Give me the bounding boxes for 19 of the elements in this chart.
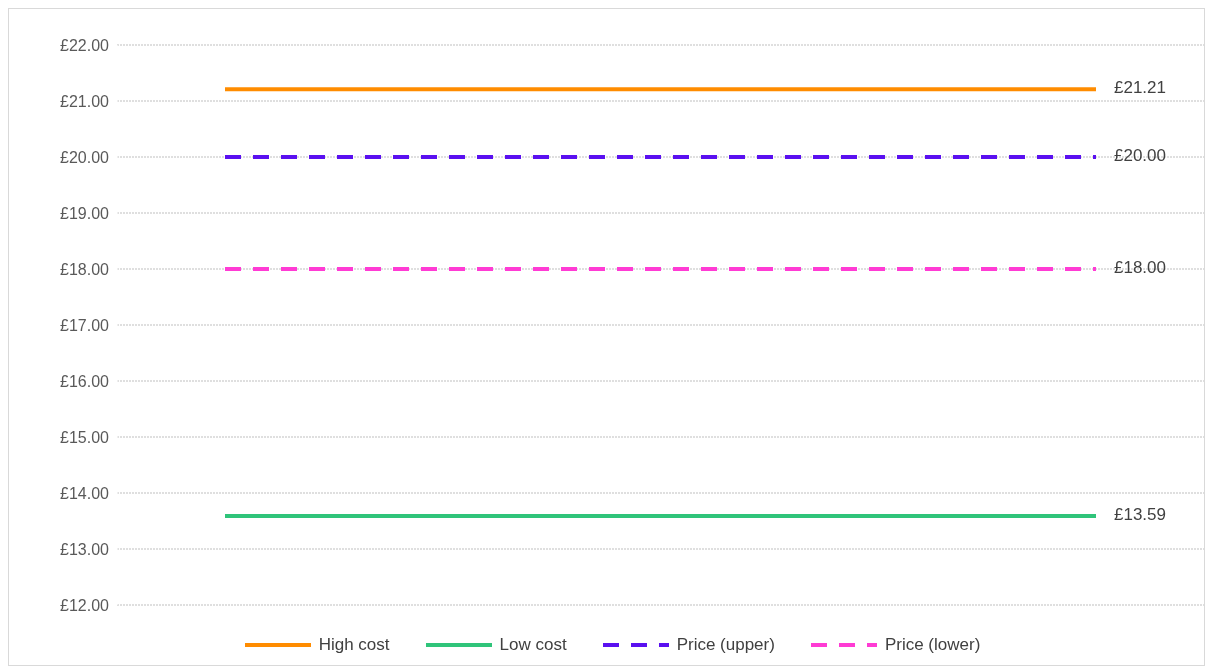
- y-tick-label: £18.00: [60, 260, 110, 278]
- data-label: £18.00: [1114, 258, 1166, 277]
- legend-label: High cost: [318, 635, 390, 655]
- y-tick-label: £19.00: [60, 204, 110, 222]
- y-tick-label: £17.00: [60, 316, 110, 334]
- y-tick-label: £21.00: [60, 92, 110, 110]
- y-tick-label: £12.00: [60, 596, 110, 614]
- y-tick-label: £20.00: [60, 148, 110, 166]
- y-tick-label: £13.00: [60, 540, 110, 558]
- y-tick-label: £14.00: [60, 484, 110, 502]
- data-label: £13.59: [1114, 504, 1166, 524]
- legend-label: Low cost: [499, 635, 567, 655]
- y-tick-label: £22.00: [60, 36, 110, 54]
- legend-label: Price (lower): [884, 635, 981, 655]
- y-tick-label: £16.00: [60, 372, 110, 390]
- data-label: £20.00: [1114, 146, 1166, 165]
- y-tick-label: £15.00: [60, 428, 110, 446]
- data-label: £21.21: [1114, 78, 1166, 98]
- legend-label: Price (upper): [676, 635, 775, 655]
